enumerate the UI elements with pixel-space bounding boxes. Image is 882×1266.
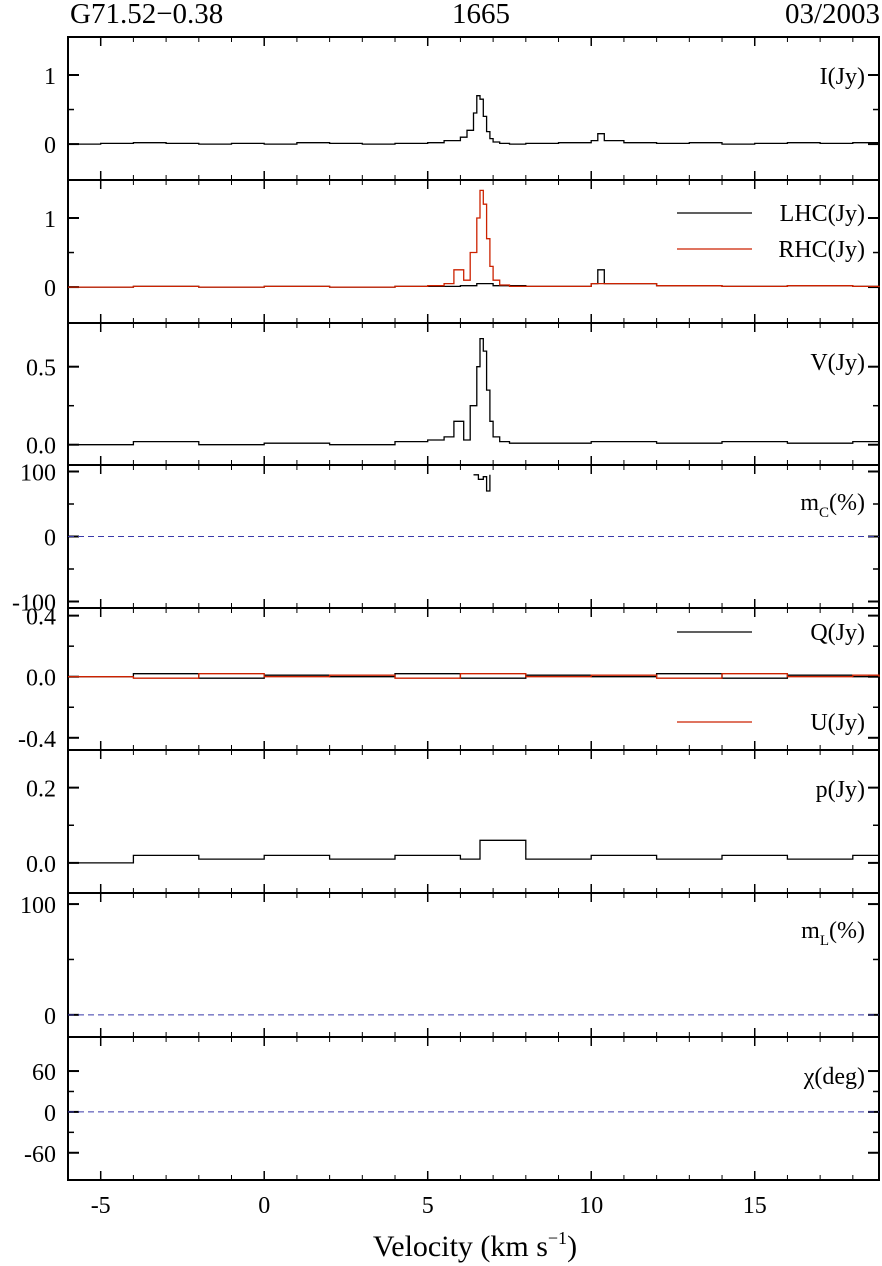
x-axis-label: Velocity (km s−1): [373, 1228, 577, 1263]
panel-6-series-1: [68, 839, 880, 864]
x-tick-label: 5: [422, 1193, 434, 1219]
panel-4-label: mC(%): [800, 490, 865, 521]
panel-5-series-ujy: [68, 673, 880, 679]
panel-3-ytick-label: 0.5: [26, 356, 56, 382]
panel-8-ytick-label: 60: [32, 1060, 56, 1086]
panel-5-ytick-label: -0.4: [18, 727, 56, 753]
x-tick-label: -5: [91, 1193, 111, 1219]
panel-2-series-lhcjy: [68, 269, 880, 288]
panel-5-legend-label-2: U(Jy): [810, 710, 865, 736]
panel-5-ytick-label: 0.0: [26, 666, 56, 692]
x-tick-label: 0: [258, 1193, 270, 1219]
panel-2-ytick-label: 0: [44, 276, 56, 302]
panel-5-legend-label-1: Q(Jy): [810, 620, 865, 646]
panel-3-label: V(Jy): [810, 350, 865, 376]
panel-1-series-1: [68, 95, 880, 145]
panel-4-series-1: [473, 474, 491, 492]
panel-3-series-1: [68, 337, 880, 446]
panel-6-label: p(Jy): [816, 777, 865, 803]
epoch-label: 03/2003: [784, 0, 880, 30]
panel-4-ytick-label: 100: [20, 461, 56, 487]
panel-5-series-qjy: [68, 673, 879, 679]
panel-6-ytick-label: 0.2: [26, 777, 56, 803]
panel-8-label: χ(deg): [803, 1064, 865, 1090]
panel-6-ytick-label: 0.0: [26, 852, 56, 878]
panel-4-ytick-label: -100: [12, 591, 56, 617]
panel-4-ytick-label: 0: [44, 526, 56, 552]
panel-3-ytick-label: 0.0: [26, 434, 56, 460]
frequency-label: 1665: [452, 0, 510, 30]
panel-2-legend-label-1: LHC(Jy): [780, 201, 865, 227]
panel-2-ytick-label: 1: [44, 207, 56, 233]
panel-1-label: I(Jy): [820, 64, 865, 90]
x-tick-label: 10: [579, 1193, 603, 1219]
panel-2-legend-label-2: RHC(Jy): [778, 237, 865, 263]
panel-2-series-rhcjy: [68, 189, 880, 288]
source-name: G71.52−0.38: [70, 0, 224, 30]
x-tick-label: 15: [743, 1193, 767, 1219]
panel-8-ytick-label: 0: [44, 1101, 56, 1127]
panel-7-ytick-label: 0: [44, 1004, 56, 1030]
panel-1-ytick-label: 0: [44, 133, 56, 159]
panel-7-label: mL(%): [801, 918, 865, 949]
panel-5-ytick-label: 0.4: [26, 605, 56, 631]
panel-1-ytick-label: 1: [44, 64, 56, 90]
panel-8-ytick-label: -60: [24, 1142, 56, 1168]
panel-7-ytick-label: 100: [20, 893, 56, 919]
